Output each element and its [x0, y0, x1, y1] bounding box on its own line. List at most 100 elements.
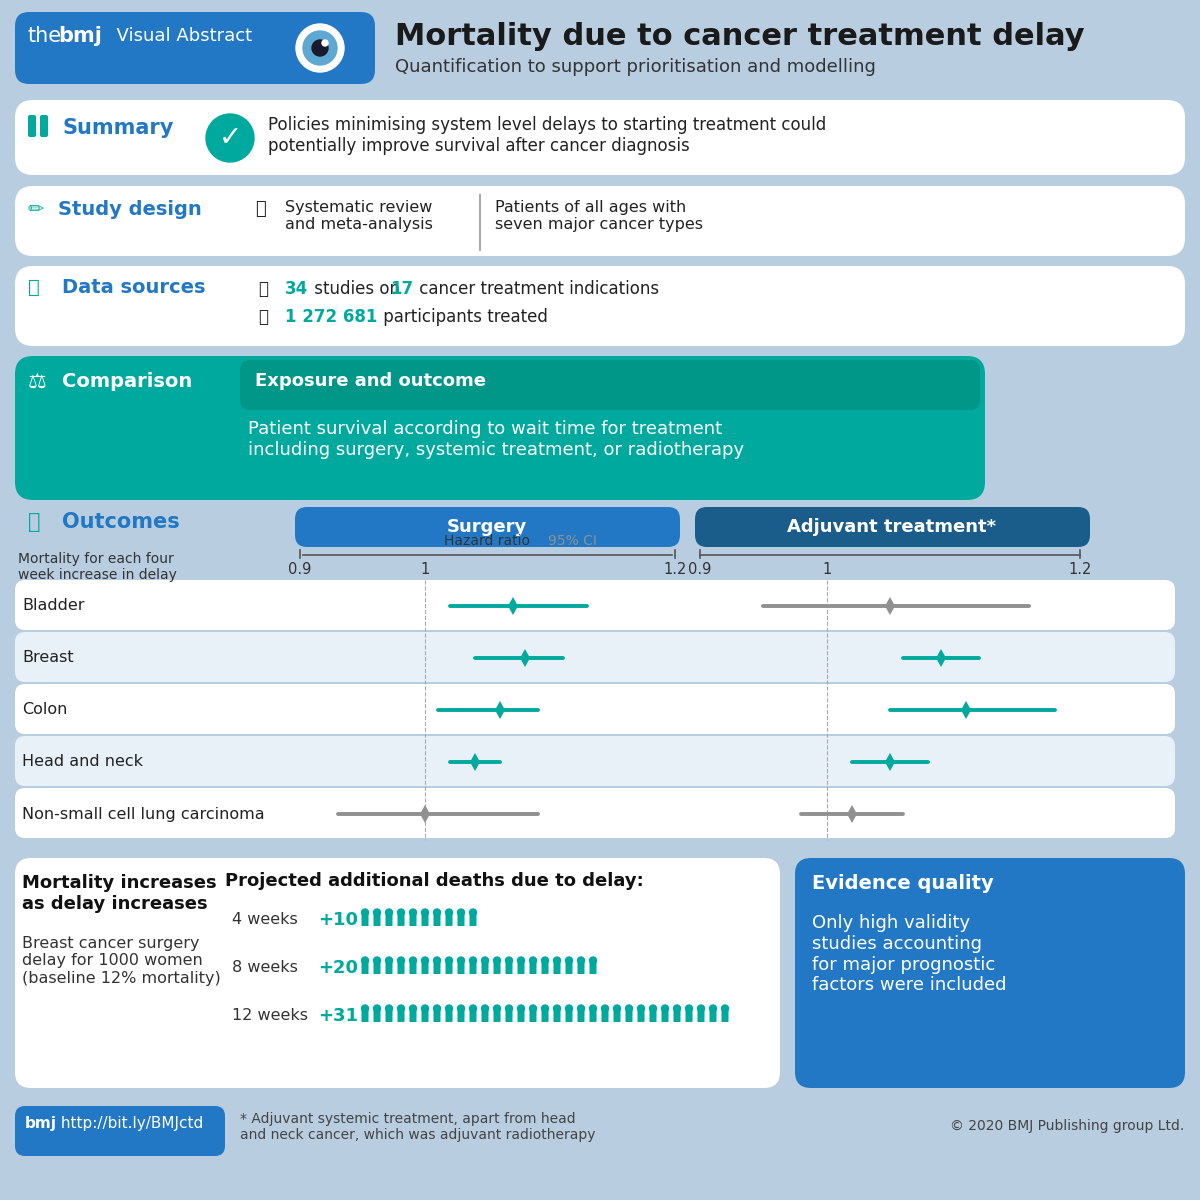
Circle shape	[589, 958, 596, 964]
FancyBboxPatch shape	[469, 914, 476, 926]
FancyBboxPatch shape	[421, 914, 428, 926]
Circle shape	[397, 1006, 404, 1012]
Text: 12 weeks: 12 weeks	[232, 1008, 308, 1024]
Text: 0.9: 0.9	[689, 562, 712, 577]
Text: Data sources: Data sources	[62, 278, 205, 296]
FancyBboxPatch shape	[40, 115, 48, 137]
Circle shape	[553, 958, 560, 964]
Circle shape	[361, 958, 368, 964]
Text: ✓: ✓	[218, 124, 241, 152]
FancyBboxPatch shape	[637, 1010, 644, 1022]
Text: Only high validity
studies accounting
for major prognostic
factors were included: Only high validity studies accounting fo…	[812, 914, 1007, 995]
FancyBboxPatch shape	[421, 1010, 428, 1022]
FancyBboxPatch shape	[14, 632, 1175, 682]
Circle shape	[409, 910, 416, 916]
Text: +20: +20	[318, 959, 358, 977]
Circle shape	[721, 1006, 728, 1012]
Text: http://bit.ly/BMJctd: http://bit.ly/BMJctd	[56, 1116, 203, 1130]
FancyBboxPatch shape	[565, 1010, 572, 1022]
FancyBboxPatch shape	[457, 1010, 464, 1022]
Circle shape	[409, 1006, 416, 1012]
Text: 4 weeks: 4 weeks	[232, 912, 298, 928]
Text: Surgery: Surgery	[446, 518, 527, 536]
Circle shape	[433, 958, 440, 964]
FancyBboxPatch shape	[28, 115, 36, 137]
Text: 📁: 📁	[28, 278, 40, 296]
Circle shape	[302, 31, 337, 65]
Circle shape	[541, 1006, 548, 1012]
Circle shape	[625, 1006, 632, 1012]
Circle shape	[445, 910, 452, 916]
Text: Comparison: Comparison	[62, 372, 192, 391]
Text: 1: 1	[822, 562, 832, 577]
Text: © 2020 BMJ Publishing group Ltd.: © 2020 BMJ Publishing group Ltd.	[950, 1118, 1184, 1133]
Circle shape	[649, 1006, 656, 1012]
FancyBboxPatch shape	[14, 356, 985, 500]
FancyBboxPatch shape	[577, 962, 584, 974]
Circle shape	[445, 1006, 452, 1012]
FancyBboxPatch shape	[457, 962, 464, 974]
Circle shape	[577, 1006, 584, 1012]
Text: 📊: 📊	[28, 512, 41, 532]
FancyBboxPatch shape	[397, 914, 404, 926]
FancyBboxPatch shape	[14, 266, 1186, 346]
Text: Patient survival according to wait time for treatment
including surgery, systemi: Patient survival according to wait time …	[248, 420, 744, 458]
Circle shape	[505, 1006, 512, 1012]
FancyBboxPatch shape	[14, 12, 374, 84]
Circle shape	[385, 1006, 392, 1012]
Text: Summary: Summary	[62, 118, 173, 138]
FancyBboxPatch shape	[397, 1010, 404, 1022]
Circle shape	[469, 958, 476, 964]
Circle shape	[481, 1006, 488, 1012]
FancyBboxPatch shape	[385, 962, 392, 974]
Text: ⚖: ⚖	[28, 372, 47, 392]
FancyBboxPatch shape	[589, 962, 596, 974]
FancyBboxPatch shape	[385, 1010, 392, 1022]
Circle shape	[685, 1006, 692, 1012]
FancyBboxPatch shape	[14, 736, 1175, 786]
FancyBboxPatch shape	[409, 914, 416, 926]
Circle shape	[322, 40, 328, 46]
Text: 👤: 👤	[258, 308, 268, 326]
FancyBboxPatch shape	[433, 1010, 440, 1022]
Circle shape	[637, 1006, 644, 1012]
Circle shape	[589, 1006, 596, 1012]
Circle shape	[397, 958, 404, 964]
Text: 17: 17	[390, 280, 413, 298]
Text: Hazard ratio: Hazard ratio	[444, 534, 530, 548]
FancyBboxPatch shape	[361, 914, 368, 926]
Text: Colon: Colon	[22, 702, 67, 718]
FancyBboxPatch shape	[373, 914, 380, 926]
FancyBboxPatch shape	[397, 962, 404, 974]
FancyBboxPatch shape	[589, 1010, 596, 1022]
FancyBboxPatch shape	[685, 1010, 692, 1022]
Text: 95% CI: 95% CI	[547, 534, 596, 548]
Circle shape	[373, 910, 380, 916]
FancyBboxPatch shape	[553, 962, 560, 974]
Text: * Adjuvant systemic treatment, apart from head
and neck cancer, which was adjuva: * Adjuvant systemic treatment, apart fro…	[240, 1112, 595, 1142]
FancyBboxPatch shape	[373, 962, 380, 974]
Text: Policies minimising system level delays to starting treatment could
potentially : Policies minimising system level delays …	[268, 116, 827, 155]
FancyBboxPatch shape	[529, 1010, 536, 1022]
FancyBboxPatch shape	[529, 962, 536, 974]
FancyBboxPatch shape	[695, 506, 1090, 547]
Circle shape	[529, 958, 536, 964]
FancyBboxPatch shape	[240, 360, 980, 410]
Circle shape	[661, 1006, 668, 1012]
Circle shape	[493, 1006, 500, 1012]
Circle shape	[361, 910, 368, 916]
Circle shape	[206, 114, 254, 162]
Circle shape	[373, 958, 380, 964]
FancyBboxPatch shape	[433, 962, 440, 974]
Text: Mortality for each four
week increase in delay: Mortality for each four week increase in…	[18, 552, 176, 582]
FancyBboxPatch shape	[517, 1010, 524, 1022]
FancyBboxPatch shape	[553, 1010, 560, 1022]
Text: 1 272 681: 1 272 681	[286, 308, 377, 326]
Text: Adjuvant treatment*: Adjuvant treatment*	[787, 518, 996, 536]
Circle shape	[457, 910, 464, 916]
Text: Quantification to support prioritisation and modelling: Quantification to support prioritisation…	[395, 58, 876, 76]
Circle shape	[469, 1006, 476, 1012]
Text: Outcomes: Outcomes	[62, 512, 180, 532]
Circle shape	[385, 958, 392, 964]
Text: Study design: Study design	[58, 200, 202, 218]
